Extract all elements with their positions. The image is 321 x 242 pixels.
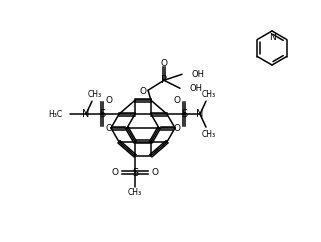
Text: O: O bbox=[151, 168, 158, 177]
Text: CH₃: CH₃ bbox=[202, 90, 216, 99]
Text: N: N bbox=[196, 109, 204, 119]
Text: O: O bbox=[173, 124, 180, 133]
Text: OH: OH bbox=[191, 70, 204, 79]
Text: S: S bbox=[181, 109, 187, 119]
Text: OH: OH bbox=[189, 84, 202, 93]
Text: O: O bbox=[106, 124, 113, 133]
Text: O: O bbox=[173, 96, 180, 105]
Text: O: O bbox=[160, 59, 168, 68]
Text: O: O bbox=[106, 96, 113, 105]
Text: H₃C: H₃C bbox=[48, 110, 62, 119]
Text: N: N bbox=[82, 109, 90, 119]
Text: CH₃: CH₃ bbox=[202, 130, 216, 139]
Text: S: S bbox=[99, 109, 105, 119]
Text: P: P bbox=[161, 75, 167, 85]
Text: CH₃: CH₃ bbox=[128, 188, 142, 197]
Text: S: S bbox=[132, 168, 138, 178]
Text: N: N bbox=[269, 33, 275, 43]
Text: CH₃: CH₃ bbox=[88, 90, 102, 99]
Text: O: O bbox=[112, 168, 119, 177]
Text: O: O bbox=[140, 87, 146, 96]
